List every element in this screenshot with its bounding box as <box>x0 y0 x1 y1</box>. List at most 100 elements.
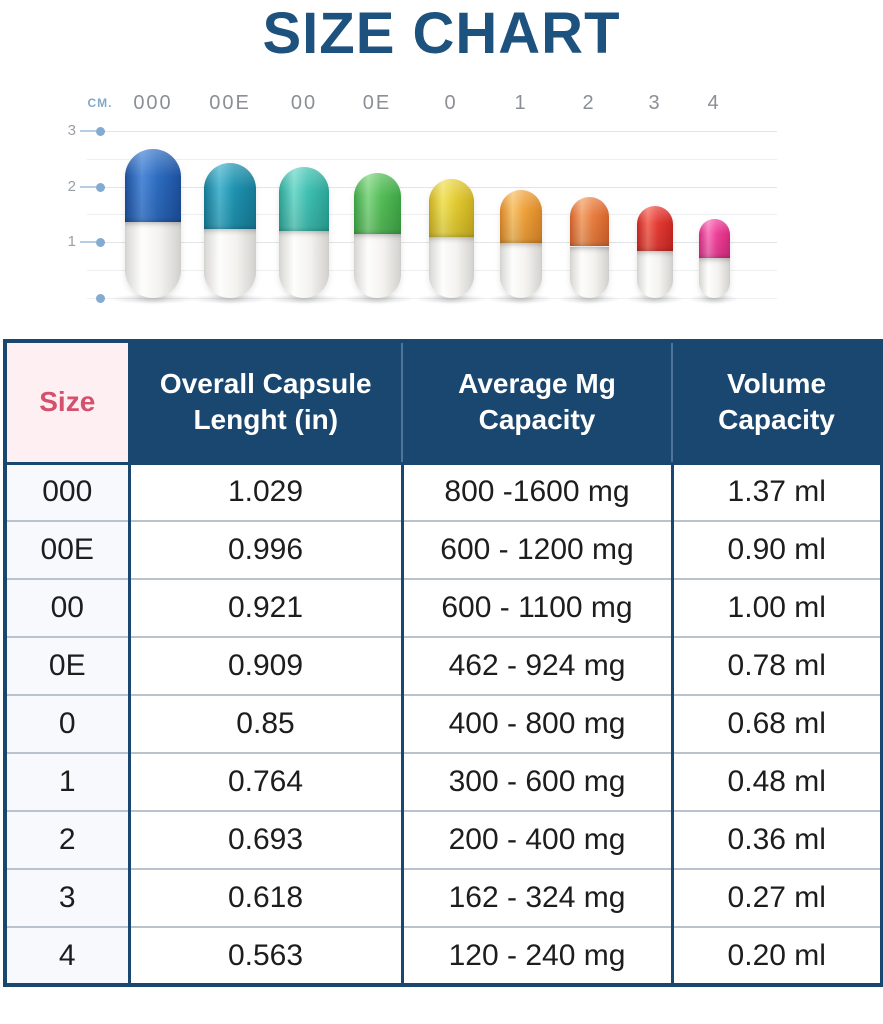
mg-capacity-cell: 300 - 600 mg <box>400 752 672 811</box>
length-cell: 0.693 <box>127 810 402 869</box>
capsule-cap <box>500 190 542 243</box>
capsule-shadow <box>415 294 487 304</box>
axis-tick-label: 1 <box>67 233 76 250</box>
table-row: 0E 0.909 462 - 924 mg 0.78 ml <box>5 636 882 695</box>
capsule-0E <box>354 173 401 298</box>
capsule-size-label-0: 0 <box>444 92 458 114</box>
capsule-cap <box>125 149 181 222</box>
gridline-baseline <box>87 298 777 299</box>
size-cell: 0E <box>5 636 129 695</box>
table-row: 0 0.85 400 - 800 mg 0.68 ml <box>5 694 882 753</box>
gridline <box>101 131 777 132</box>
capsule-body <box>204 229 256 298</box>
capsule-body <box>125 222 181 298</box>
volume-cell: 0.68 ml <box>670 694 882 753</box>
capsule-shadow <box>558 294 620 304</box>
length-cell: 0.618 <box>127 868 402 927</box>
size-cell: 0 <box>5 694 129 753</box>
table-row: 3 0.618 162 - 324 mg 0.27 ml <box>5 868 882 927</box>
capsule-00E <box>204 163 256 298</box>
axis-tick <box>80 186 96 188</box>
col-header-volume: Volume Capacity <box>671 341 882 465</box>
capsule-size-label-00E: 00E <box>209 92 251 114</box>
length-cell: 0.921 <box>127 578 402 637</box>
size-cell: 1 <box>5 752 129 811</box>
size-cell: 00E <box>5 520 129 579</box>
axis-tick <box>80 241 96 243</box>
axis-dot <box>96 183 105 192</box>
capsule-cap <box>354 173 401 235</box>
axis-tick-label: 3 <box>67 122 76 139</box>
volume-cell: 0.78 ml <box>670 636 882 695</box>
capsule-cap <box>279 167 329 232</box>
capsule-size-label-000: 000 <box>133 92 173 114</box>
capsule-size-label-2: 2 <box>582 92 596 114</box>
capsule-cap <box>429 179 474 238</box>
capsule-body <box>699 257 730 298</box>
capsule-cap <box>637 206 673 252</box>
capsule-0 <box>429 179 474 298</box>
capsule-body <box>429 237 474 298</box>
axis-dot <box>96 294 105 303</box>
capsule-3 <box>637 206 673 298</box>
capsule-body <box>500 242 542 298</box>
mg-capacity-cell: 800 -1600 mg <box>400 462 672 521</box>
mg-capacity-cell: 400 - 800 mg <box>400 694 672 753</box>
capsule-body <box>279 231 329 298</box>
capsule-1 <box>500 190 542 298</box>
table-body: 000 1.029 800 -1600 mg 1.37 ml 00E 0.996 600 -… <box>5 462 882 985</box>
mg-capacity-cell: 120 - 240 mg <box>400 926 672 985</box>
capsule-4 <box>699 219 730 298</box>
capsule-shadow <box>339 294 414 304</box>
size-cell: 4 <box>5 926 129 985</box>
length-cell: 0.764 <box>127 752 402 811</box>
axis-dot <box>96 127 105 136</box>
table-row: 000 1.029 800 -1600 mg 1.37 ml <box>5 462 882 521</box>
size-cell: 000 <box>5 462 129 521</box>
length-cell: 0.85 <box>127 694 402 753</box>
axis-dot <box>96 238 105 247</box>
length-cell: 0.996 <box>127 520 402 579</box>
capsule-size-label-3: 3 <box>648 92 662 114</box>
capsule-body <box>570 246 609 298</box>
mg-capacity-cell: 200 - 400 mg <box>400 810 672 869</box>
col-header-size: Size <box>5 341 131 465</box>
capsule-cap <box>570 197 609 247</box>
volume-cell: 1.00 ml <box>670 578 882 637</box>
col-header-mg: Average Mg Capacity <box>401 341 672 465</box>
capsule-body <box>637 251 673 298</box>
mg-capacity-cell: 462 - 924 mg <box>400 636 672 695</box>
table-row: 4 0.563 120 - 240 mg 0.20 ml <box>5 926 882 985</box>
volume-cell: 0.20 ml <box>670 926 882 985</box>
volume-cell: 0.27 ml <box>670 868 882 927</box>
size-table: Size Overall Capsule Lenght (in) Average… <box>3 339 883 987</box>
axis-tick-label: 2 <box>67 178 76 195</box>
size-cell: 00 <box>5 578 129 637</box>
table-header-row: Size Overall Capsule Lenght (in) Average… <box>5 341 882 465</box>
capsule-2 <box>570 197 609 298</box>
page-title: SIZE CHART <box>262 1 621 66</box>
volume-cell: 0.36 ml <box>670 810 882 869</box>
gridline-half <box>87 159 777 160</box>
capsule-shadow <box>487 294 554 304</box>
axis-tick <box>80 130 96 132</box>
mg-capacity-cell: 600 - 1100 mg <box>400 578 672 637</box>
capsule-size-label-0E: 0E <box>362 92 392 114</box>
table-row: 1 0.764 300 - 600 mg 0.48 ml <box>5 752 882 811</box>
mg-capacity-cell: 162 - 324 mg <box>400 868 672 927</box>
size-cell: 3 <box>5 868 129 927</box>
capsule-shadow <box>689 294 739 304</box>
size-cell: 2 <box>5 810 129 869</box>
capsule-size-chart: CM. 3 2 1 000 00E 00 0E 0 1 2 3 4 <box>0 85 883 325</box>
capsule-size-label-00: 00 <box>290 92 318 114</box>
capsule-shadow <box>264 294 344 304</box>
axis-unit-label: CM. <box>87 96 113 110</box>
mg-capacity-cell: 600 - 1200 mg <box>400 520 672 579</box>
length-cell: 1.029 <box>127 462 402 521</box>
table-row: 2 0.693 200 - 400 mg 0.36 ml <box>5 810 882 869</box>
length-cell: 0.909 <box>127 636 402 695</box>
volume-cell: 0.48 ml <box>670 752 882 811</box>
capsule-body <box>354 234 401 298</box>
volume-cell: 1.37 ml <box>670 462 882 521</box>
